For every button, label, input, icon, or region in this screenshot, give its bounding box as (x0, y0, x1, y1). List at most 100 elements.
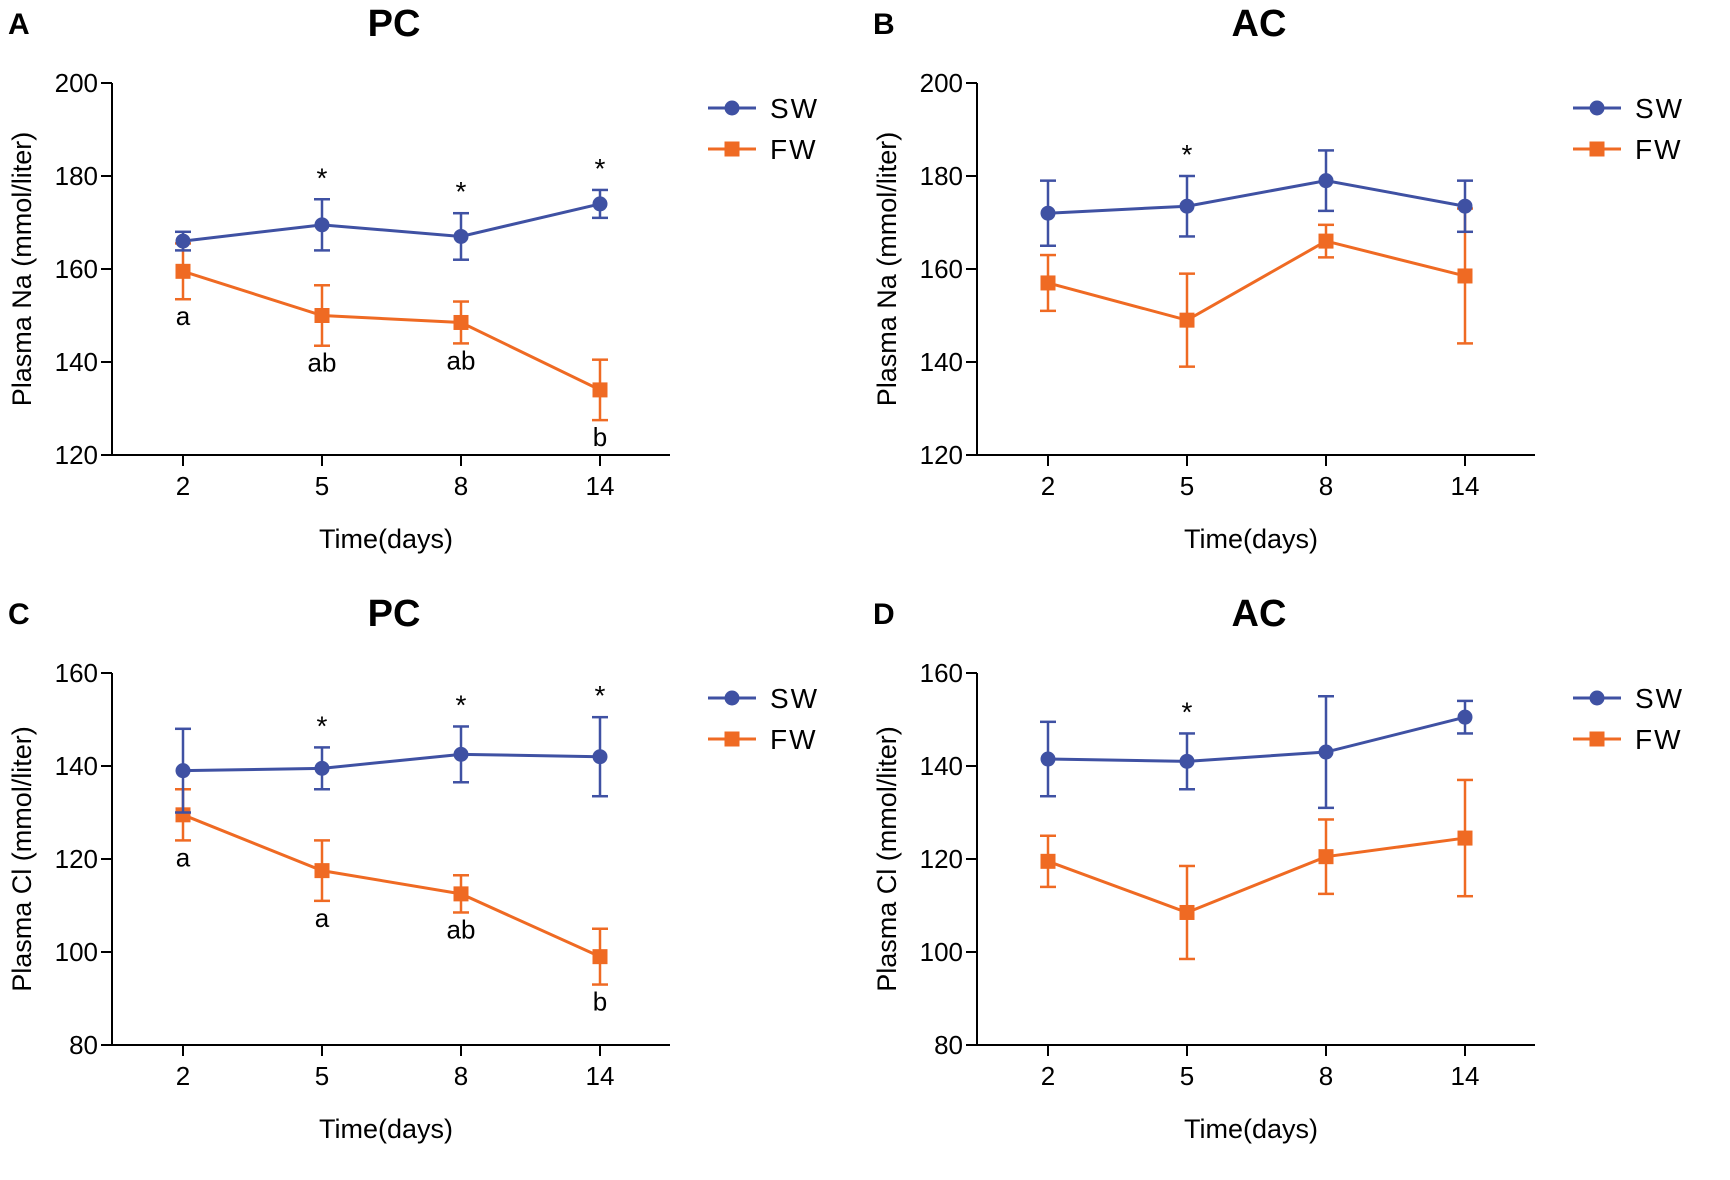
data-point (175, 233, 191, 249)
significance-star: * (1182, 696, 1193, 727)
legend-marker (1589, 690, 1605, 706)
legend-sw: SW (708, 683, 817, 714)
panel-a: A PC 120 140 160 180 200 2 5 8 14 Time(days) Plasma … (0, 0, 865, 590)
legend-fw: FW (708, 134, 818, 165)
data-point (1040, 751, 1056, 767)
legend-label: SW (770, 93, 819, 124)
group-letter: b (593, 422, 607, 452)
data-point (1457, 198, 1473, 214)
group-letter: a (176, 301, 191, 331)
legend-marker (724, 731, 740, 747)
data-point (314, 217, 330, 233)
data-point (1040, 853, 1056, 869)
data-point (1040, 275, 1056, 291)
panel-letter: C (8, 598, 30, 631)
data-point (1457, 268, 1473, 284)
y-axis-label: Plasma Na (mmol/liter) (872, 132, 902, 407)
series-line (1047, 715, 1466, 763)
legend-marker (724, 141, 740, 157)
series-line (182, 752, 601, 773)
x-tick-label: 5 (315, 1061, 329, 1091)
data-point (592, 196, 608, 212)
chart-title: AC (1232, 3, 1287, 45)
y-tick-label: 160 (55, 254, 98, 284)
series-line (1047, 239, 1466, 322)
data-point (453, 746, 469, 762)
legend-fw: FW (1573, 134, 1683, 165)
series-sw (175, 715, 608, 814)
legend-label: FW (770, 134, 818, 165)
y-axis-label: Plasma Cl (mmol/liter) (7, 726, 37, 992)
x-axis-label: Time(days) (319, 524, 453, 554)
series-line (182, 269, 601, 392)
legend-label: FW (1635, 134, 1683, 165)
legend-label: FW (770, 724, 818, 755)
data-point (1318, 849, 1334, 865)
y-tick-label: 200 (55, 68, 98, 98)
chart-svg: C PC 80 100 120 140 160 2 5 8 14 Time(days) Plasma C… (7, 593, 818, 1144)
x-tick-label: 2 (1041, 471, 1055, 501)
data-point (592, 949, 608, 965)
x-tick-label: 14 (586, 1061, 615, 1091)
legend-label: SW (1635, 683, 1684, 714)
data-point (1457, 709, 1473, 725)
data-point (175, 763, 191, 779)
y-tick-label: 120 (55, 844, 98, 874)
series-line (1047, 179, 1466, 215)
x-tick-label: 2 (1041, 1061, 1055, 1091)
group-letter: a (176, 842, 191, 872)
series-fw (1040, 778, 1473, 961)
legend-label: SW (1635, 93, 1684, 124)
x-tick-label: 8 (1319, 1061, 1333, 1091)
y-tick-label: 80 (69, 1030, 98, 1060)
legend-sw: SW (1573, 93, 1684, 124)
panel-letter: A (8, 8, 30, 41)
data-point (314, 863, 330, 879)
series-fw (175, 788, 608, 986)
y-tick-label: 80 (934, 1030, 963, 1060)
series-fw (1040, 207, 1473, 368)
y-tick-label: 180 (920, 161, 963, 191)
significance-star: * (317, 162, 328, 193)
data-point (1318, 173, 1334, 189)
chart-title: PC (368, 593, 421, 635)
y-tick-label: 120 (55, 440, 98, 470)
legend-sw: SW (708, 93, 819, 124)
y-tick-label: 140 (55, 347, 98, 377)
x-axis-label: Time(days) (1184, 1114, 1318, 1144)
data-point (1457, 830, 1473, 846)
legend-fw: FW (1573, 724, 1681, 755)
panel-c: C PC 80 100 120 140 160 2 5 8 14 Time(days) Plasma C… (0, 590, 865, 1180)
data-point (1040, 205, 1056, 221)
legend-marker (1589, 141, 1605, 157)
x-tick-label: 14 (1451, 1061, 1480, 1091)
legend-marker (724, 690, 740, 706)
significance-star: * (317, 710, 328, 741)
series-fw (175, 242, 608, 422)
significance-star: * (595, 680, 606, 711)
x-tick-label: 14 (1451, 471, 1480, 501)
group-letter: a (315, 903, 330, 933)
series-sw (1040, 149, 1473, 247)
significance-star: * (595, 153, 606, 184)
y-tick-label: 180 (55, 161, 98, 191)
legend-marker (1589, 100, 1605, 116)
legend-fw: FW (708, 724, 818, 755)
chart-title: AC (1232, 593, 1287, 635)
data-point (453, 228, 469, 244)
x-tick-label: 8 (1319, 471, 1333, 501)
x-tick-label: 5 (1180, 1061, 1194, 1091)
series-line (182, 202, 601, 243)
chart-svg: A PC 120 140 160 180 200 2 5 8 14 Time(days) Plasma … (7, 3, 819, 554)
y-tick-label: 120 (920, 844, 963, 874)
y-tick-label: 160 (920, 658, 963, 688)
series-sw (1040, 695, 1473, 810)
y-axis-label: Plasma Cl (mmol/liter) (872, 726, 902, 992)
y-tick-label: 140 (920, 347, 963, 377)
legend-marker (1589, 731, 1605, 747)
data-point (1318, 233, 1334, 249)
group-letter: ab (447, 914, 476, 944)
data-point (175, 263, 191, 279)
data-point (175, 807, 191, 823)
